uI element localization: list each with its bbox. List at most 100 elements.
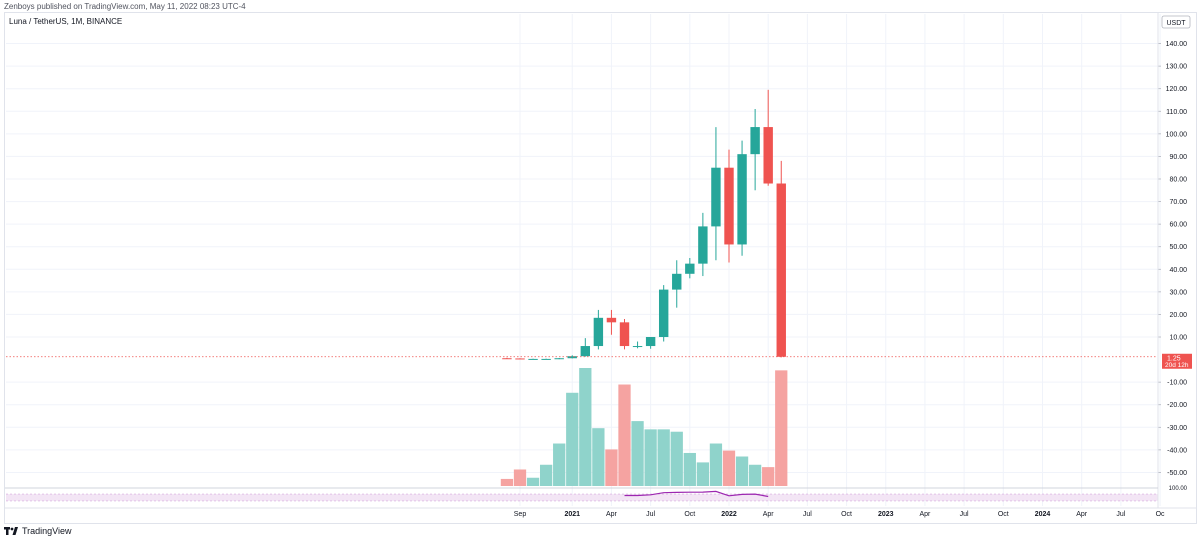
- y-tick-label: 70.00: [1169, 199, 1187, 206]
- candle-body: [776, 183, 786, 357]
- x-tick-label: Jul: [646, 511, 655, 518]
- y-tick-label: 120.00: [1166, 86, 1188, 93]
- x-tick-label: Apr: [606, 511, 618, 518]
- y-tick-label: 140.00: [1166, 41, 1188, 48]
- candle-body: [763, 127, 773, 184]
- candle-body: [528, 358, 538, 360]
- y-tick-label: 10.00: [1169, 335, 1187, 342]
- x-tick-label: Jul: [960, 511, 969, 518]
- y-tick-label: 40.00: [1169, 267, 1187, 274]
- candle-body: [658, 289, 669, 338]
- y-tick-label: 50.00: [1169, 244, 1187, 251]
- candle-body: [685, 263, 695, 274]
- candle-body: [737, 154, 747, 245]
- volume-bar: [722, 450, 736, 486]
- y-tick-label: 80.00: [1169, 176, 1187, 183]
- volume-bar: [592, 428, 605, 486]
- candle-body: [711, 167, 721, 227]
- candle-body: [698, 226, 708, 264]
- x-tick-label: 2022: [721, 511, 737, 518]
- candle-body: [567, 356, 577, 359]
- volume-bar: [566, 392, 579, 486]
- candle-body: [632, 346, 643, 348]
- candle-body: [724, 167, 734, 245]
- tradingview-brand[interactable]: TradingView: [4, 524, 72, 538]
- volume-bar: [670, 431, 683, 486]
- y-tick-label: 20.00: [1169, 312, 1187, 319]
- volume-bar: [709, 443, 723, 486]
- candle-body: [502, 358, 512, 360]
- chart-frame: [4, 12, 1197, 524]
- x-tick-label: 2021: [564, 511, 580, 518]
- x-tick-label: Oc: [1156, 511, 1165, 518]
- volume-bar: [618, 384, 631, 486]
- volume-bar: [748, 464, 762, 486]
- y-tick-label: -20.00: [1167, 402, 1187, 409]
- candles: [502, 89, 786, 360]
- candle-body: [750, 127, 760, 155]
- grid-lines: [6, 14, 1161, 506]
- volume-bar: [657, 429, 670, 486]
- volume-bar: [553, 443, 566, 486]
- indicator-pane: 100.00: [6, 486, 1188, 502]
- volume-bar: [762, 467, 775, 486]
- volume-bar: [683, 452, 696, 486]
- volume-bar: [513, 469, 527, 486]
- x-tick-label: Jul: [1116, 511, 1125, 518]
- candle-body: [619, 322, 630, 347]
- x-tick-label: Oct: [998, 511, 1009, 518]
- x-tick-label: 2024: [1035, 511, 1051, 518]
- x-tick-label: 2023: [878, 511, 894, 518]
- indicator-band: [6, 494, 1158, 501]
- volume-bar: [735, 456, 749, 486]
- y-tick-label: 130.00: [1166, 64, 1188, 71]
- x-tick-label: Sep: [514, 511, 527, 518]
- volume-bar: [526, 477, 540, 486]
- x-tick-label: Jul: [803, 511, 812, 518]
- volume-bar: [644, 429, 657, 486]
- y-tick-label: -40.00: [1167, 447, 1187, 454]
- x-tick-label: Apr: [763, 511, 775, 518]
- y-tick-label: -10.00: [1167, 380, 1187, 387]
- y-tick-label: -50.00: [1167, 470, 1187, 477]
- currency-label-box[interactable]: [1161, 15, 1191, 29]
- brand-name: TradingView: [22, 526, 72, 536]
- candle-body: [606, 317, 617, 323]
- x-tick-label: Apr: [919, 511, 931, 518]
- y-tick-label: 60.00: [1169, 222, 1187, 229]
- symbol-legend[interactable]: Luna / TetherUS, 1M, BINANCE: [9, 17, 122, 26]
- indicator-line: [624, 490, 769, 498]
- tradingview-logo-icon: [4, 527, 18, 535]
- volume-bar: [605, 449, 618, 486]
- candle-body: [593, 317, 604, 347]
- x-tick-label: Oct: [841, 511, 852, 518]
- axes: 140.00 130.00 120.00 110.00 100.00 90.00 80.00…: [5, 13, 1196, 518]
- candle-body: [541, 358, 551, 360]
- volume-bar: [631, 421, 644, 486]
- candle-body: [580, 346, 591, 357]
- x-tick-label: Apr: [1076, 511, 1088, 518]
- candle-body: [554, 358, 564, 360]
- bar-countdown: 20d 12h: [1165, 362, 1189, 369]
- candle-body: [515, 358, 525, 360]
- y-tick-label: 30.00: [1169, 289, 1187, 296]
- currency-label: USDT: [1166, 20, 1186, 27]
- volume-bar: [775, 370, 788, 486]
- indicator-y-tick-label: 100.00: [1169, 486, 1188, 492]
- last-price-tag: [1162, 353, 1192, 369]
- volume-bar: [579, 368, 592, 486]
- candle-body: [645, 337, 656, 347]
- volume-bar: [500, 478, 514, 486]
- last-price-value: 1.25: [1167, 355, 1181, 362]
- y-tick-label: 90.00: [1169, 154, 1187, 161]
- x-tick-label: Oct: [684, 511, 695, 518]
- volume-bar: [696, 462, 710, 486]
- volume-bars: [500, 368, 788, 486]
- published-by-text: Zenboys published on TradingView.com, Ma…: [4, 2, 246, 11]
- y-tick-label: 100.00: [1166, 131, 1188, 138]
- candle-body: [672, 273, 682, 290]
- y-tick-label: -30.00: [1167, 425, 1187, 432]
- volume-bar: [539, 464, 553, 486]
- y-tick-label: 110.00: [1166, 109, 1187, 116]
